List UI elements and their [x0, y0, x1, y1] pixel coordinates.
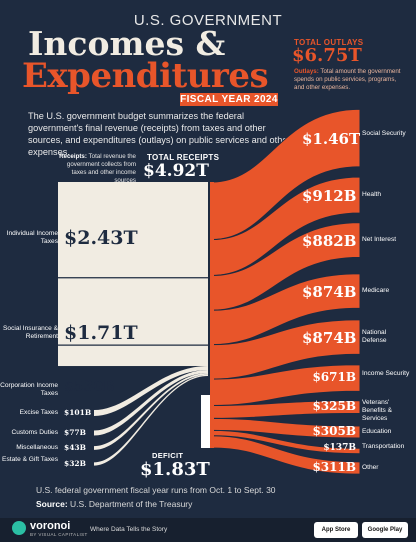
receipt-value-0: $2.43T — [64, 227, 138, 249]
source-term: Source: — [36, 499, 68, 509]
outlays-term: Outlays: — [294, 68, 319, 75]
receipt-label-0: Individual Income Taxes — [6, 230, 58, 245]
receipt-label-2: Corporation Income Taxes — [0, 382, 58, 397]
deficit-label: DEFICIT — [152, 451, 184, 460]
outlay-flow-5 — [211, 364, 361, 407]
title-line-2: Expenditures — [22, 56, 269, 96]
receipt-label-6: Estate & Gift Taxes — [2, 456, 58, 463]
outlay-value-5: $671B — [312, 370, 356, 384]
deficit-value: $1.83T — [140, 459, 210, 480]
outlay-flow-0 — [211, 108, 361, 241]
outlays-desc-text: Total amount the government spends on pu… — [294, 68, 401, 91]
intro-text: The U.S. government budget summarizes th… — [28, 111, 291, 157]
outlay-label-8: Transportation — [362, 443, 405, 450]
receipt-band-2 — [58, 345, 208, 367]
outlay-label-1: Health — [362, 191, 382, 198]
outlay-column — [210, 182, 214, 448]
outlay-label-2: Net Interest — [362, 236, 397, 243]
receipt-value-3: $101B — [64, 408, 92, 417]
receipts-layer — [58, 182, 208, 466]
total-receipts-value: $4.92T — [143, 161, 209, 181]
outlay-flow-6 — [211, 400, 361, 419]
app-store-button[interactable]: App Store — [314, 522, 358, 538]
receipt-label-3: Excise Taxes — [19, 409, 58, 416]
outlay-value-3: $874B — [302, 283, 357, 301]
receipt-value-5: $43B — [64, 443, 86, 452]
outlay-label-6: Veterans' Benefits & Services — [362, 399, 393, 422]
outlay-label-7: Education — [362, 428, 392, 435]
pretitle: U.S. GOVERNMENT — [133, 12, 283, 29]
receipt-flow-3 — [94, 366, 208, 416]
outlay-flow-4 — [211, 319, 361, 380]
receipt-value-1: $1.71T — [64, 322, 138, 344]
title-line-1: Incomes & — [28, 24, 226, 63]
outlay-label-0: Social Security — [362, 130, 406, 137]
outlay-flow-8 — [211, 429, 361, 455]
outlay-value-0: $1.46T — [302, 130, 361, 148]
outlay-value-8: $137B — [323, 443, 356, 453]
outlay-value-2: $882B — [302, 232, 357, 250]
tagline: Where Data Tells the Story — [90, 526, 168, 533]
outlay-value-4: $874B — [302, 329, 357, 347]
outlay-label-9: Other — [362, 464, 379, 471]
receipt-value-2: $530B — [64, 379, 115, 395]
outlay-flow-2 — [211, 222, 361, 311]
receipt-band-0 — [58, 182, 208, 278]
deficit-bar — [201, 395, 210, 448]
receipt-label-5: Miscellaneous — [16, 444, 58, 451]
outlay-flow-7 — [211, 417, 361, 439]
outlay-label-3: Medicare — [362, 287, 390, 294]
google-play-button[interactable]: Google Play — [362, 522, 408, 538]
outlays-description: Outlays: Total amount the government spe… — [294, 68, 406, 92]
source-text: U.S. Department of the Treasury — [70, 499, 193, 509]
outlay-flow-3 — [211, 273, 361, 346]
outlay-label-5: Income Security — [362, 370, 410, 377]
fiscal-year-badge: FISCAL YEAR 2024 — [180, 93, 278, 106]
brand-sub: BY VISUAL CAPITALIST — [30, 532, 88, 537]
outlay-label-4: National Defense — [362, 329, 387, 344]
voronoi-logo-icon — [12, 521, 26, 535]
total-outlays-value: $6.75T — [292, 45, 362, 66]
receipts-description: Receipts: Total revenue the government c… — [54, 153, 136, 185]
outlay-value-1: $912B — [302, 187, 357, 205]
receipt-value-6: $32B — [64, 459, 86, 468]
fiscal-year-note: U.S. federal government fiscal year runs… — [36, 485, 276, 495]
receipts-term: Receipts: — [59, 153, 87, 160]
receipt-flow-4 — [94, 370, 208, 436]
total-receipts-label: TOTAL RECEIPTS — [147, 153, 220, 162]
receipts-desc-text: Total revenue the government collects fr… — [66, 153, 136, 184]
receipt-label-4: Customs Duties — [11, 429, 58, 436]
receipt-band-1 — [58, 277, 208, 346]
outlay-flow-1 — [211, 176, 361, 276]
outlay-value-6: $325B — [312, 399, 356, 413]
total-outlays-label: TOTAL OUTLAYS — [294, 38, 364, 47]
source-line: Source: U.S. Department of the Treasury — [36, 499, 192, 509]
outlays-layer — [210, 108, 361, 475]
outlay-value-7: $305B — [312, 424, 356, 438]
receipt-label-1: Social Insurance & Retirement — [3, 325, 58, 340]
brand-name[interactable]: voronoi — [30, 520, 71, 532]
outlay-value-9: $311B — [312, 460, 356, 474]
receipt-value-4: $77B — [64, 428, 86, 437]
outlay-flow-9 — [211, 435, 361, 475]
